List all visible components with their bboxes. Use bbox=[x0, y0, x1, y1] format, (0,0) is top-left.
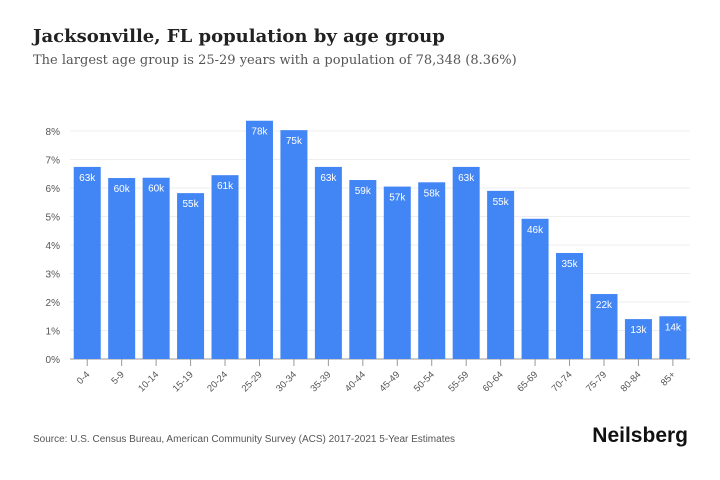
x-tick-label: 35-39 bbox=[309, 369, 334, 394]
data-label: 60k bbox=[114, 184, 131, 195]
bar bbox=[314, 166, 342, 359]
y-tick-label: 5% bbox=[46, 213, 61, 224]
bar bbox=[280, 130, 308, 359]
source-note: Source: U.S. Census Bureau, American Com… bbox=[33, 434, 456, 445]
data-label: 78k bbox=[251, 127, 268, 138]
x-tick-label: 15-19 bbox=[171, 369, 196, 394]
x-tick-label: 55-59 bbox=[446, 369, 471, 394]
x-tick-label: 10-14 bbox=[136, 369, 161, 394]
data-label: 35k bbox=[561, 259, 578, 270]
data-label: 55k bbox=[493, 197, 510, 208]
bar bbox=[590, 294, 618, 359]
bar bbox=[108, 178, 136, 359]
bar bbox=[211, 175, 239, 359]
brand-logo: Neilsberg bbox=[592, 424, 688, 447]
bar bbox=[418, 182, 446, 359]
x-tick-label: 50-54 bbox=[412, 369, 437, 394]
bar bbox=[73, 166, 101, 359]
x-tick-label: 85+ bbox=[659, 369, 678, 388]
data-label: 61k bbox=[217, 181, 234, 192]
x-tick-label: 40-44 bbox=[343, 369, 368, 394]
data-label: 57k bbox=[389, 193, 406, 204]
bar bbox=[142, 177, 170, 359]
bar bbox=[383, 186, 411, 359]
bar bbox=[487, 190, 515, 359]
x-tick-label: 30-34 bbox=[274, 369, 299, 394]
y-tick-label: 2% bbox=[46, 298, 61, 309]
data-label: 60k bbox=[148, 184, 165, 195]
x-tick-label: 20-24 bbox=[205, 369, 230, 394]
x-tick-label: 5-9 bbox=[109, 369, 126, 386]
bar bbox=[452, 166, 480, 359]
x-tick-label: 75-79 bbox=[584, 369, 609, 394]
y-tick-label: 8% bbox=[46, 127, 61, 138]
bar bbox=[659, 316, 687, 359]
chart-subtitle: The largest age group is 25-29 years wit… bbox=[33, 53, 517, 68]
x-tick-label: 25-29 bbox=[240, 369, 265, 394]
x-tick-label: 65-69 bbox=[515, 369, 540, 394]
x-tick-label: 70-74 bbox=[550, 369, 575, 394]
data-label: 63k bbox=[458, 173, 475, 184]
data-label: 55k bbox=[183, 199, 200, 210]
chart-title: Jacksonville, FL population by age group bbox=[33, 26, 445, 47]
bar bbox=[245, 120, 273, 360]
y-tick-label: 1% bbox=[46, 327, 61, 338]
data-label: 14k bbox=[665, 322, 682, 333]
data-label: 13k bbox=[630, 325, 647, 336]
y-tick-label: 7% bbox=[46, 156, 61, 167]
data-label: 46k bbox=[527, 225, 544, 236]
bar bbox=[556, 252, 584, 359]
data-label: 75k bbox=[286, 136, 303, 147]
bar bbox=[521, 218, 549, 359]
data-label: 63k bbox=[320, 173, 337, 184]
y-tick-label: 6% bbox=[46, 184, 61, 195]
x-tick-label: 0-4 bbox=[75, 369, 92, 386]
bar bbox=[349, 180, 377, 359]
x-tick-label: 45-49 bbox=[377, 369, 402, 394]
data-label: 59k bbox=[355, 186, 372, 197]
y-tick-label: 4% bbox=[46, 241, 61, 252]
y-tick-label: 3% bbox=[46, 270, 61, 281]
bar bbox=[177, 193, 205, 359]
bar bbox=[624, 319, 652, 359]
x-tick-label: 60-64 bbox=[481, 369, 506, 394]
data-label: 22k bbox=[596, 300, 613, 311]
x-tick-label: 80-84 bbox=[619, 369, 644, 394]
data-label: 58k bbox=[424, 188, 441, 199]
data-label: 63k bbox=[79, 173, 96, 184]
y-tick-label: 0% bbox=[46, 355, 61, 366]
